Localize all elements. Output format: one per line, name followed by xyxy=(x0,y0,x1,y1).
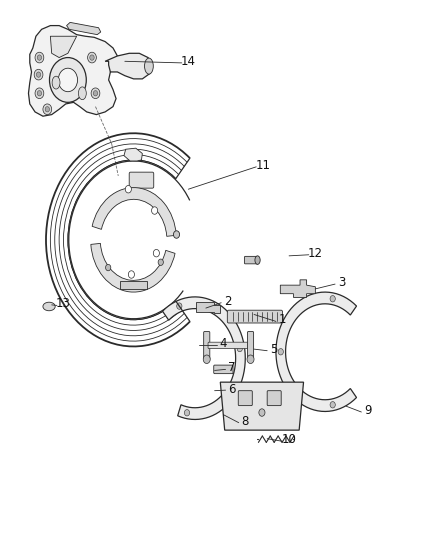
Polygon shape xyxy=(196,302,220,313)
Text: 3: 3 xyxy=(338,276,345,289)
FancyBboxPatch shape xyxy=(267,391,281,406)
Circle shape xyxy=(37,91,42,96)
Wedge shape xyxy=(92,188,177,236)
Circle shape xyxy=(153,249,159,257)
Wedge shape xyxy=(91,244,175,292)
Circle shape xyxy=(93,91,98,96)
Polygon shape xyxy=(50,36,77,58)
Text: 8: 8 xyxy=(242,415,249,427)
Circle shape xyxy=(259,409,265,416)
FancyBboxPatch shape xyxy=(204,332,210,359)
Text: 13: 13 xyxy=(56,297,71,310)
FancyBboxPatch shape xyxy=(208,342,250,349)
Circle shape xyxy=(330,401,336,408)
Circle shape xyxy=(128,271,134,278)
Text: 7: 7 xyxy=(228,361,236,374)
Polygon shape xyxy=(120,281,147,289)
Circle shape xyxy=(237,345,242,352)
Circle shape xyxy=(34,69,43,80)
Circle shape xyxy=(49,58,86,102)
Polygon shape xyxy=(280,280,315,297)
Text: 6: 6 xyxy=(228,383,236,395)
FancyBboxPatch shape xyxy=(214,365,233,374)
Circle shape xyxy=(203,355,210,364)
Polygon shape xyxy=(162,297,245,419)
Text: 14: 14 xyxy=(181,55,196,68)
Circle shape xyxy=(184,409,190,416)
Ellipse shape xyxy=(78,87,86,100)
Circle shape xyxy=(125,185,131,193)
Circle shape xyxy=(90,55,94,60)
Ellipse shape xyxy=(145,58,153,74)
Circle shape xyxy=(43,104,52,115)
Polygon shape xyxy=(28,26,117,116)
Circle shape xyxy=(36,72,41,77)
Circle shape xyxy=(35,88,44,99)
Circle shape xyxy=(278,349,283,355)
Text: 4: 4 xyxy=(219,337,227,350)
Circle shape xyxy=(37,55,42,60)
Circle shape xyxy=(91,88,100,99)
Polygon shape xyxy=(67,22,101,35)
Polygon shape xyxy=(276,292,357,411)
FancyBboxPatch shape xyxy=(247,332,254,359)
FancyBboxPatch shape xyxy=(129,172,154,188)
Ellipse shape xyxy=(43,302,55,311)
Circle shape xyxy=(106,264,111,271)
FancyBboxPatch shape xyxy=(238,391,252,406)
FancyBboxPatch shape xyxy=(244,256,258,264)
FancyBboxPatch shape xyxy=(227,310,283,323)
Circle shape xyxy=(58,68,78,92)
Circle shape xyxy=(35,52,44,63)
Text: 5: 5 xyxy=(270,343,277,356)
Circle shape xyxy=(88,52,96,63)
Text: 12: 12 xyxy=(308,247,323,260)
Circle shape xyxy=(45,107,49,112)
Circle shape xyxy=(247,355,254,364)
Circle shape xyxy=(152,207,158,214)
Ellipse shape xyxy=(255,256,260,264)
Text: 2: 2 xyxy=(224,295,232,308)
Circle shape xyxy=(158,259,163,265)
Circle shape xyxy=(330,296,336,302)
Polygon shape xyxy=(124,148,142,161)
Text: 1: 1 xyxy=(279,313,286,326)
Text: 10: 10 xyxy=(282,433,297,446)
Circle shape xyxy=(177,303,182,309)
Polygon shape xyxy=(220,382,304,430)
Circle shape xyxy=(173,231,180,238)
Text: 9: 9 xyxy=(364,404,372,417)
Polygon shape xyxy=(105,53,152,79)
Ellipse shape xyxy=(52,76,60,89)
Text: 11: 11 xyxy=(255,159,270,172)
